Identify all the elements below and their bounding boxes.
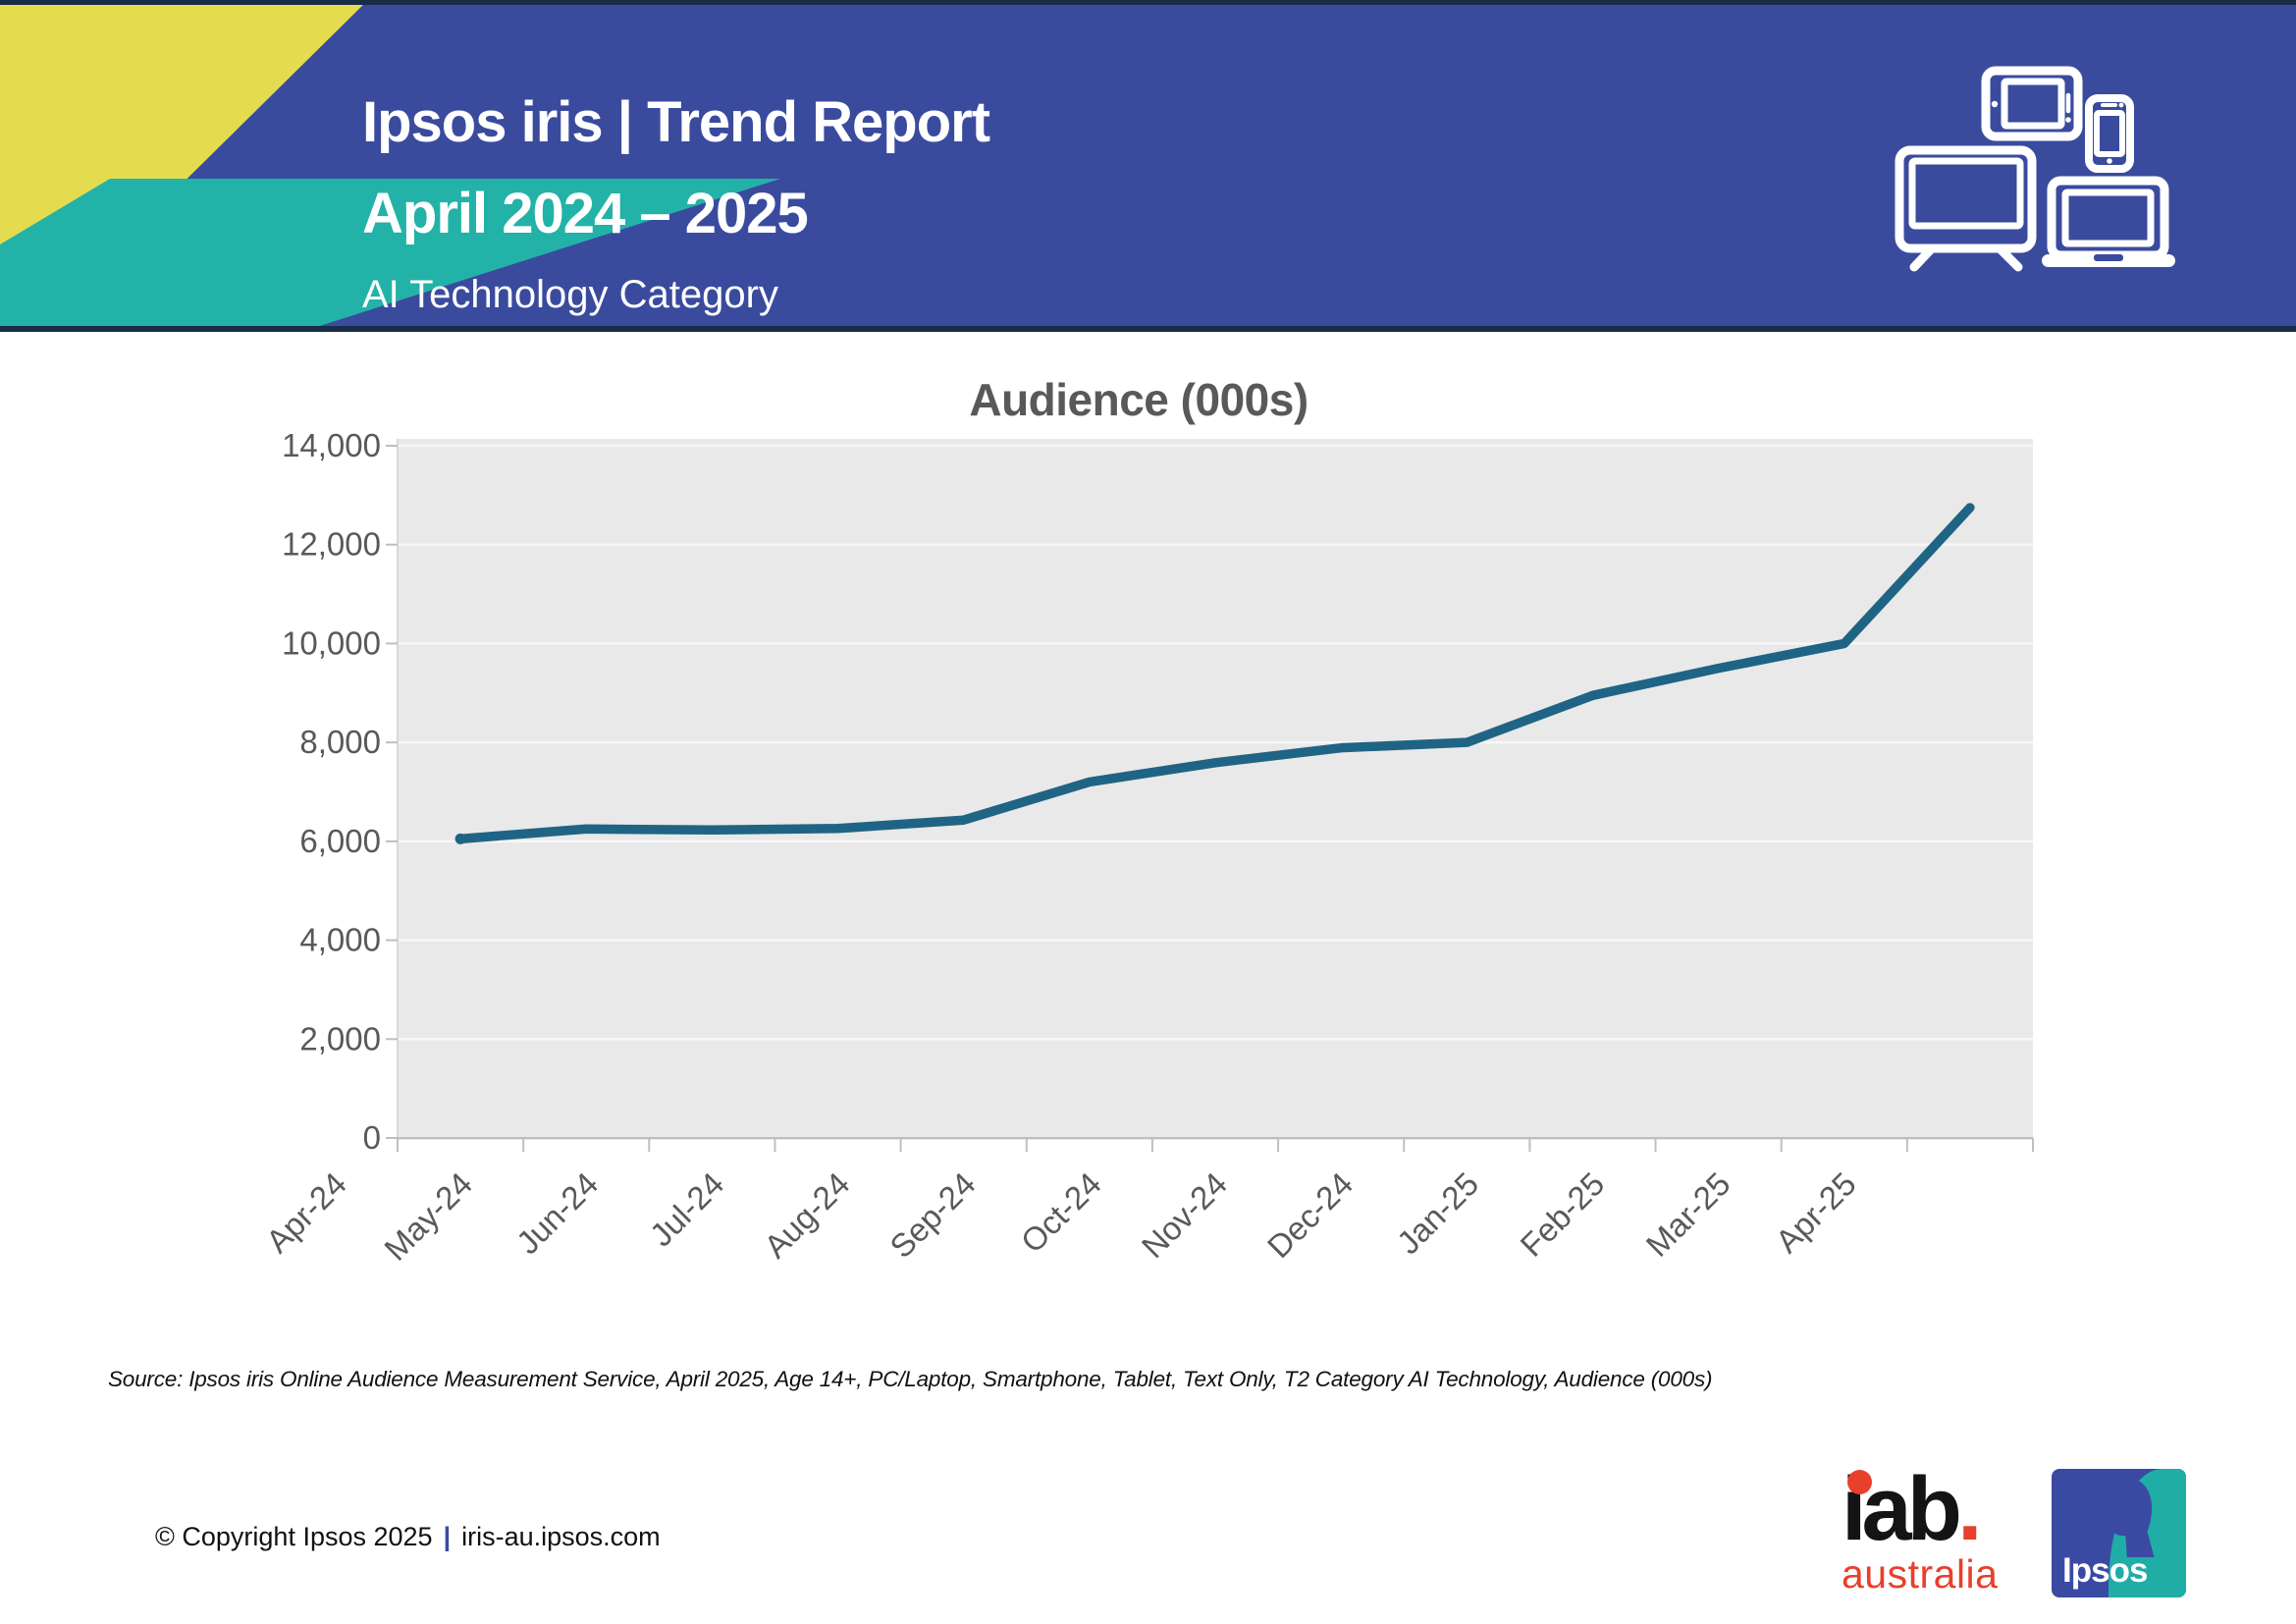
iab-australia-logo: iab. australia — [1842, 1464, 2077, 1597]
smartphone-icon — [2085, 94, 2134, 173]
report-header: Ipsos iris | Trend Report April 2024 – 2… — [0, 0, 2296, 332]
svg-text:4,000: 4,000 — [299, 922, 381, 958]
header-text-block: Ipsos iris | Trend Report April 2024 – 2… — [362, 77, 990, 317]
svg-text:Nov-24: Nov-24 — [1135, 1165, 1234, 1265]
report-title-line2: April 2024 – 2025 — [362, 182, 809, 245]
iab-australia-text: australia — [1842, 1551, 1999, 1597]
svg-text:Aug-24: Aug-24 — [757, 1165, 856, 1265]
svg-text:6,000: 6,000 — [299, 823, 381, 859]
tablet-icon — [1981, 66, 2083, 141]
copyright-line: © Copyright Ipsos 2025 | iris-au.ipsos.com — [155, 1522, 661, 1552]
copyright-text: © Copyright Ipsos 2025 — [155, 1522, 433, 1551]
svg-text:Jan-25: Jan-25 — [1390, 1165, 1486, 1262]
svg-text:10,000: 10,000 — [282, 624, 381, 661]
svg-text:Apr-24: Apr-24 — [259, 1165, 353, 1260]
separator: | — [443, 1522, 452, 1551]
source-note: Source: Ipsos iris Online Audience Measu… — [108, 1367, 1713, 1391]
report-title-line1: Ipsos iris | Trend Report — [362, 90, 990, 154]
website-url: iris-au.ipsos.com — [461, 1522, 661, 1551]
svg-text:Jul-24: Jul-24 — [643, 1165, 731, 1254]
svg-text:Oct-24: Oct-24 — [1014, 1165, 1108, 1260]
iab-period: . — [1956, 1459, 1982, 1559]
svg-text:Mar-25: Mar-25 — [1639, 1165, 1737, 1264]
header-decoration — [0, 0, 780, 331]
teal-wedge — [0, 179, 780, 331]
svg-text:0: 0 — [363, 1119, 381, 1156]
header-bottom-strip — [0, 326, 2296, 332]
svg-text:Jun-24: Jun-24 — [509, 1165, 606, 1262]
svg-text:12,000: 12,000 — [282, 526, 381, 563]
svg-text:Feb-25: Feb-25 — [1513, 1165, 1611, 1264]
svg-text:Sep-24: Sep-24 — [882, 1165, 982, 1265]
iab-wordmark: iab. — [1842, 1464, 2077, 1554]
svg-text:14,000: 14,000 — [282, 427, 381, 463]
audience-trend-chart: 0 2,000 4,000 6,000 8,000 10,000 12,000 14,000 A… — [259, 427, 2034, 1268]
chart-title: Audience (000s) — [969, 374, 1308, 425]
ipsos-logo-text: Ipsos — [2062, 1551, 2148, 1590]
svg-text:2,000: 2,000 — [299, 1020, 381, 1056]
svg-text:May-24: May-24 — [377, 1165, 479, 1268]
ipsos-logo: Ipsos — [2052, 1469, 2186, 1597]
svg-text:8,000: 8,000 — [299, 724, 381, 760]
report-subtitle: AI Technology Category — [362, 273, 778, 316]
laptop-icon — [2042, 176, 2175, 267]
svg-text:Dec-24: Dec-24 — [1260, 1165, 1360, 1265]
iab-i-dot — [1847, 1470, 1872, 1494]
header-top-strip — [0, 0, 2296, 5]
svg-text:Apr-25: Apr-25 — [1769, 1165, 1863, 1260]
tv-icon — [1895, 145, 2037, 272]
profile-silhouette-icon — [2109, 1480, 2155, 1558]
device-icons — [1895, 66, 2175, 272]
